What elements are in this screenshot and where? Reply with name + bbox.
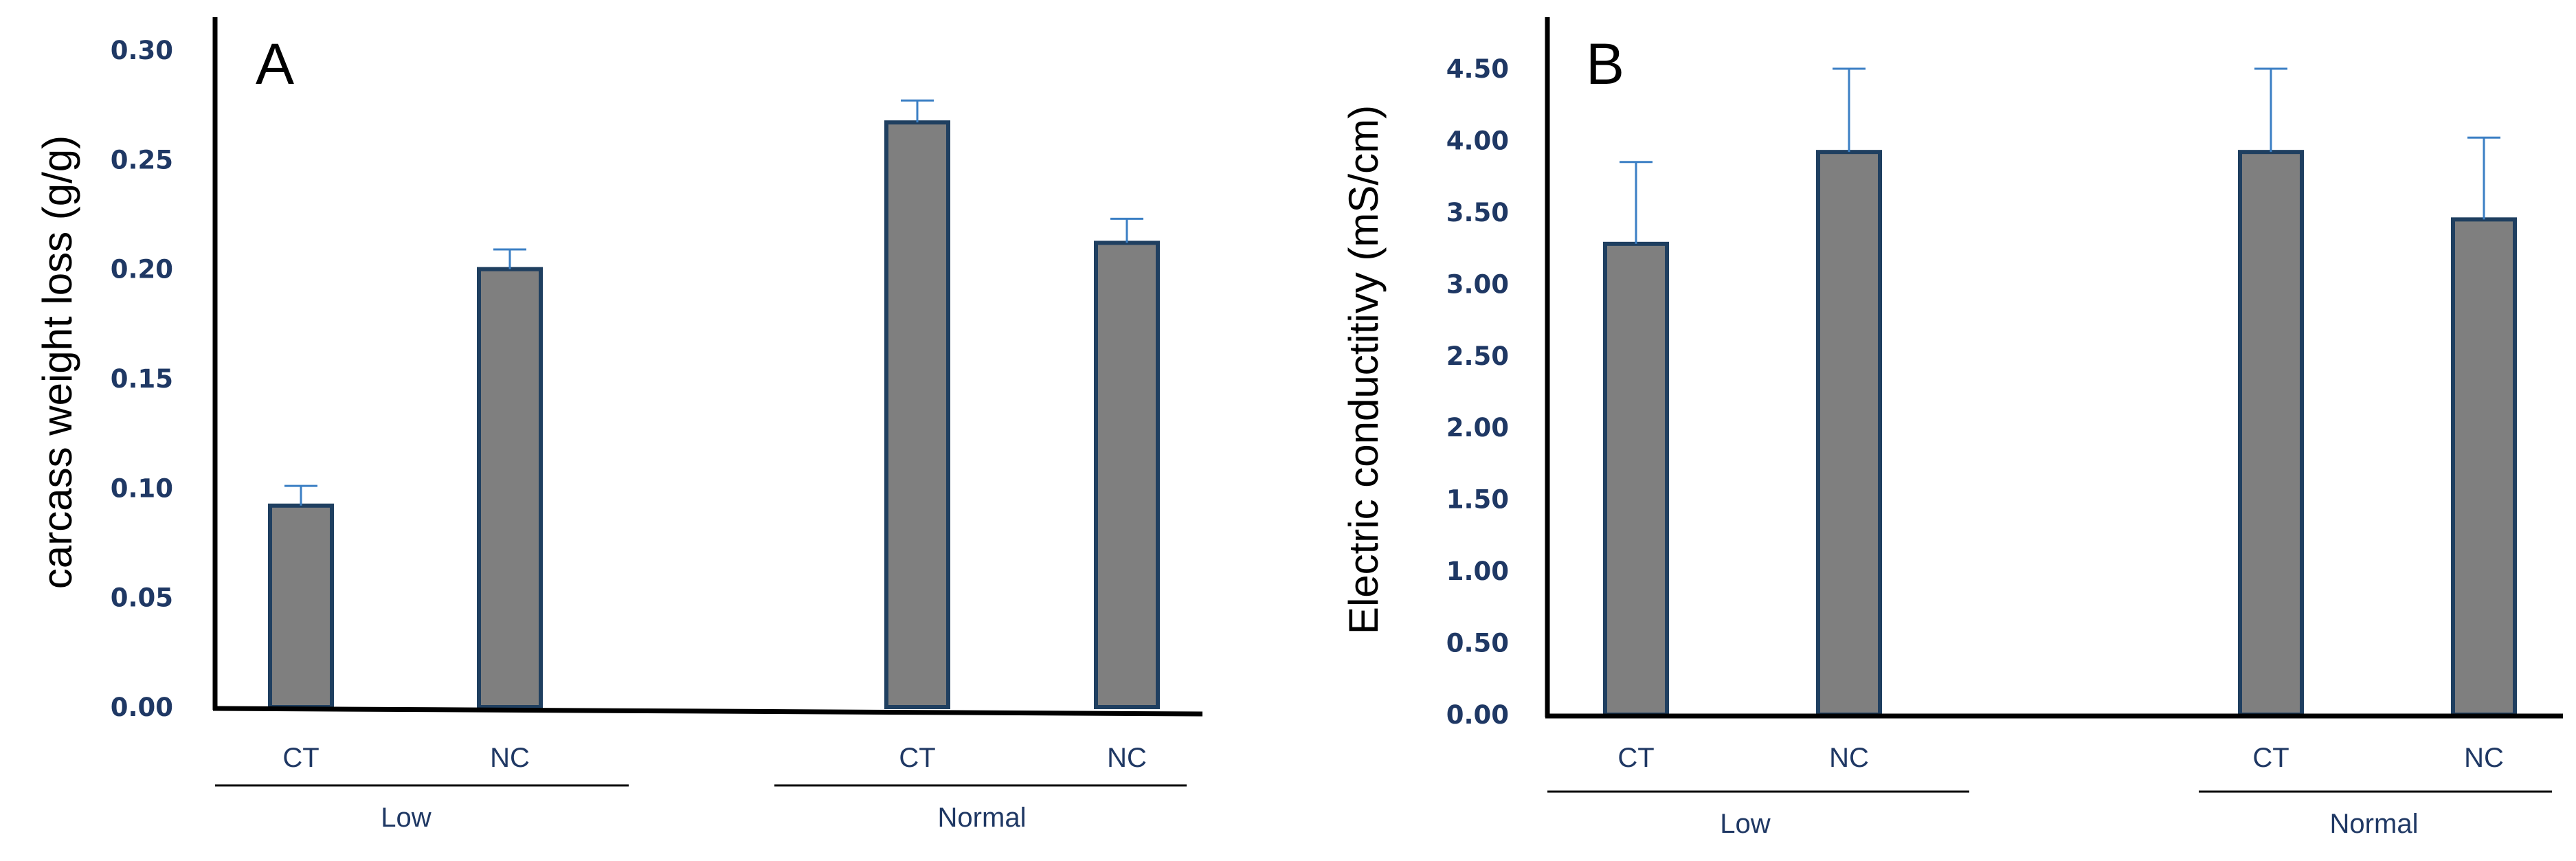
bar: [1094, 241, 1160, 709]
category-label: NC: [1829, 743, 1869, 773]
category-label: CT: [282, 743, 319, 773]
bar: [2238, 150, 2304, 717]
bar: [268, 503, 334, 709]
y-tick-label: 1.50: [1446, 485, 1509, 515]
y-tick-label: 4.00: [1446, 126, 1509, 155]
chart-panel-b: B Electric conductitivy (mS/cm) 0.00 0.50 1.…: [1341, 17, 2563, 839]
y-tick-label: 0.20: [111, 255, 173, 284]
y-tick-label: 2.50: [1446, 342, 1509, 371]
y-tick-label: 0.05: [111, 583, 173, 613]
y-tick-label: 0.00: [1446, 700, 1509, 730]
bar: [1816, 150, 1882, 717]
y-tick-label: 2.00: [1446, 413, 1509, 443]
y-axis-title: Electric conductitivy (mS/cm): [1341, 105, 1387, 634]
group-label: Low: [1720, 809, 1770, 839]
y-tick-label: 0.30: [111, 36, 173, 65]
y-tick-label: 0.15: [111, 364, 173, 394]
panel-label: A: [256, 32, 294, 96]
y-tick-label: 0.00: [111, 693, 173, 722]
panel-label: B: [1586, 32, 1624, 96]
category-label: CT: [2252, 743, 2289, 773]
y-tick-label: 0.25: [111, 145, 173, 175]
group-label: Low: [381, 803, 431, 833]
bar: [884, 120, 950, 710]
group-label: Normal: [2330, 809, 2419, 839]
category-label: NC: [1107, 743, 1147, 773]
bar: [1603, 241, 1669, 717]
y-tick-label: 0.10: [111, 473, 173, 503]
category-label: NC: [490, 743, 530, 773]
y-tick-label: 1.00: [1446, 557, 1509, 586]
bar: [477, 267, 543, 709]
category-label: NC: [2464, 743, 2504, 773]
y-axis-title: carcass weight loss (g/g): [34, 135, 80, 589]
bar: [2451, 217, 2517, 717]
y-tick-label: 3.50: [1446, 198, 1509, 227]
category-label: CT: [1617, 743, 1654, 773]
y-tick-label: 3.00: [1446, 269, 1509, 299]
category-label: CT: [899, 743, 935, 773]
group-label: Normal: [938, 803, 1027, 833]
y-tick-label: 4.50: [1446, 54, 1509, 84]
y-tick-label: 0.50: [1446, 629, 1509, 658]
x-axis-line: [212, 706, 1203, 717]
